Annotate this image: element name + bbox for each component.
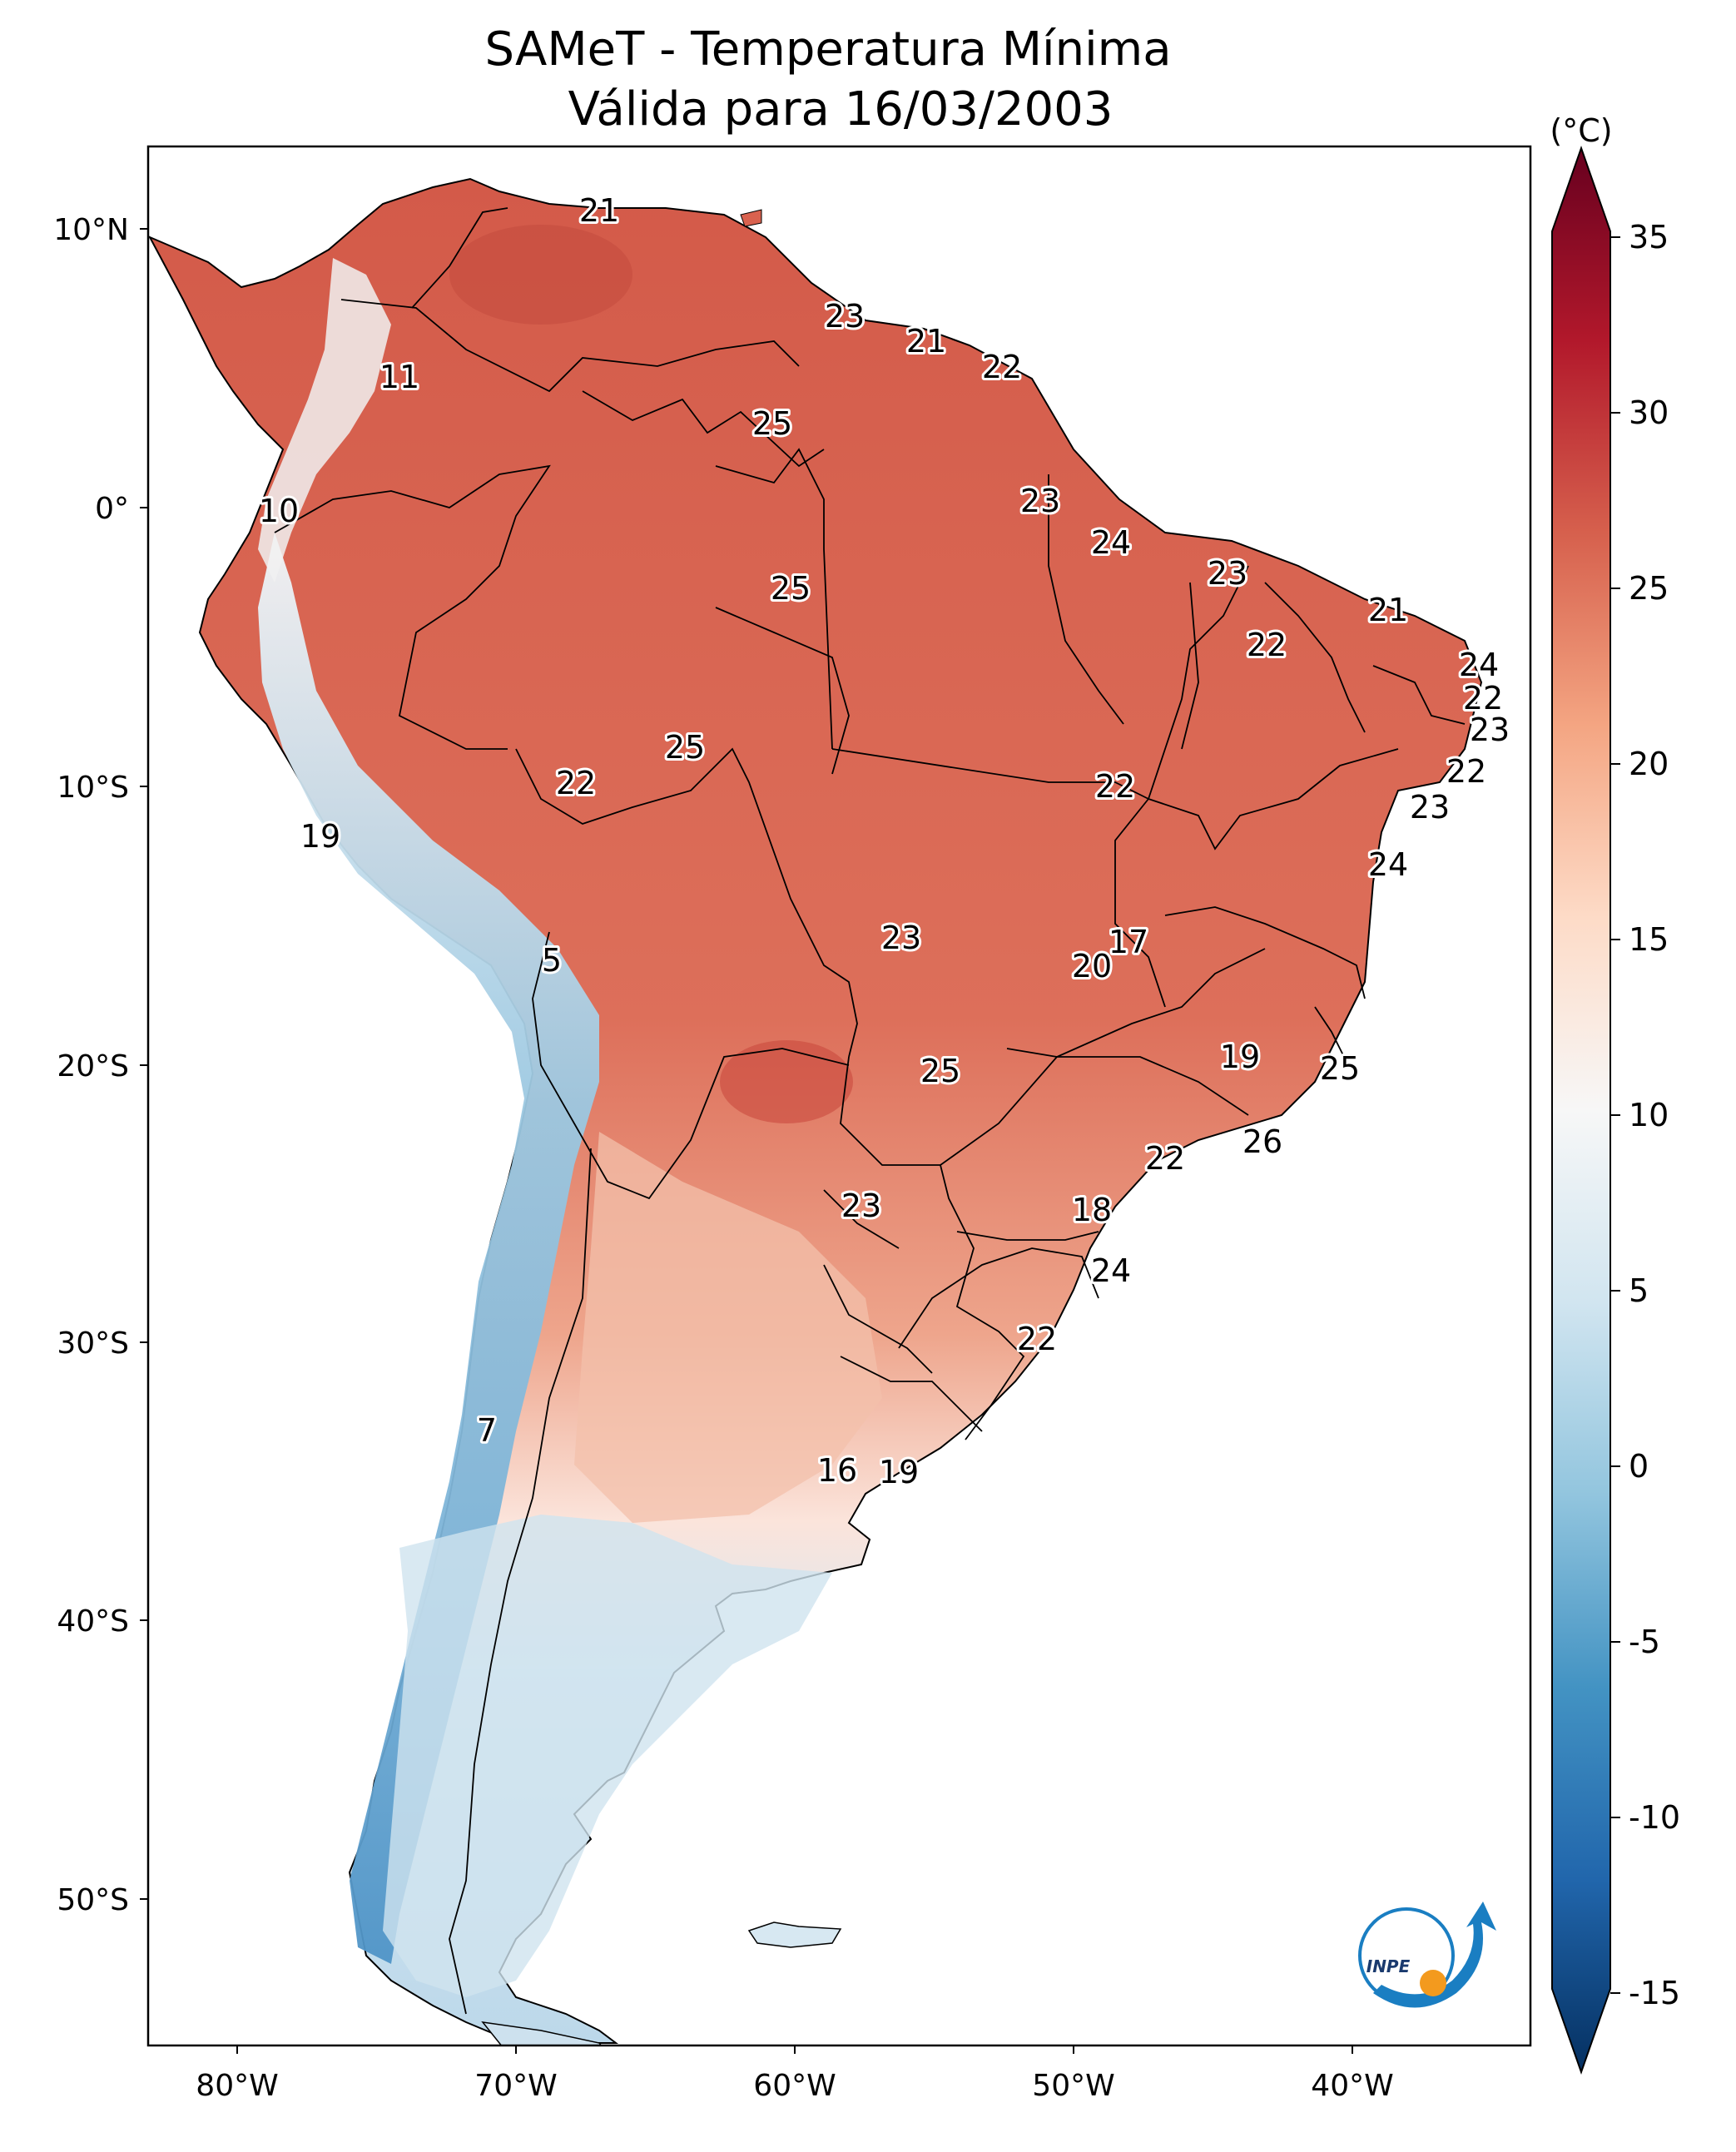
temp-label: 22 <box>1247 627 1287 663</box>
temp-label: 26 <box>1242 1123 1282 1160</box>
temp-label: 20 <box>1072 948 1112 984</box>
plot-frame <box>146 145 1532 2047</box>
temp-label: 23 <box>841 1188 881 1224</box>
temp-label: 25 <box>665 729 705 766</box>
temp-label: 18 <box>1072 1192 1112 1228</box>
temp-label: 24 <box>1091 524 1131 561</box>
colorbar-tick-label: 30 <box>1629 394 1669 431</box>
map-layer <box>148 177 1483 2045</box>
temp-label: 23 <box>1470 712 1510 748</box>
temp-label: 22 <box>1145 1140 1185 1177</box>
warm-spot-chaco <box>720 1040 853 1123</box>
logo-text: INPE <box>1366 1956 1411 1976</box>
temp-label: 22 <box>982 349 1022 385</box>
title-line-2: Válida para 16/03/2003 <box>568 82 1114 136</box>
country-borders <box>274 207 1466 2015</box>
lat-label-20s: 20°S <box>57 1049 129 1083</box>
patagonia-cold-region <box>383 1515 832 1997</box>
temp-label: 22 <box>1446 753 1486 790</box>
temp-label: 22 <box>1463 680 1503 717</box>
colorbar: (°C) 35 30 25 20 15 10 5 0 -5 -10 -15 <box>1550 112 1680 2075</box>
temp-label: 5 <box>542 942 562 979</box>
temp-label: 10 <box>259 493 299 529</box>
lon-ticks <box>236 2045 1353 2054</box>
temperature-labels: 21 23 21 22 11 25 10 23 24 25 23 21 22 2… <box>256 190 1512 1493</box>
temp-label: 25 <box>752 405 792 442</box>
temp-label: 11 <box>379 359 419 395</box>
temp-label: 23 <box>881 920 921 956</box>
temp-label: 19 <box>1220 1039 1260 1075</box>
lon-label-40w: 40°W <box>1311 2069 1393 2103</box>
lat-label-50s: 50°S <box>57 1883 129 1917</box>
colorbar-unit: (°C) <box>1550 112 1612 149</box>
argentina-transition-zone <box>574 1132 882 1523</box>
lon-label-80w: 80°W <box>196 2069 278 2103</box>
inpe-logo: INPE <box>1358 1902 1496 2008</box>
temp-label: 24 <box>1091 1252 1131 1289</box>
temp-label: 22 <box>1095 768 1135 805</box>
temp-label: 19 <box>300 818 340 855</box>
lat-label-10n: 10°N <box>53 213 129 247</box>
northern-andes-cold-band <box>258 258 391 583</box>
colorbar-tick-label: -5 <box>1629 1624 1660 1660</box>
temp-label: 23 <box>1020 483 1060 519</box>
temp-label: 23 <box>825 298 865 335</box>
temp-label: 16 <box>817 1452 857 1489</box>
temp-label: 23 <box>1410 789 1450 826</box>
colorbar-tick-label: -15 <box>1629 1975 1680 2011</box>
colorbar-tick-label: -10 <box>1629 1799 1680 1836</box>
lat-label-40s: 40°S <box>57 1604 129 1639</box>
temp-label: 24 <box>1368 846 1408 883</box>
lat-ticks <box>140 228 148 1900</box>
lon-label-60w: 60°W <box>753 2069 836 2103</box>
temp-label: 22 <box>556 765 596 801</box>
warm-spot-venezuela <box>449 225 632 325</box>
colorbar-tick-label: 15 <box>1629 921 1669 958</box>
colorbar-body <box>1551 145 1611 2075</box>
lat-label-0: 0° <box>95 492 129 526</box>
lon-label-70w: 70°W <box>474 2069 557 2103</box>
colorbar-tick-label: 25 <box>1629 570 1669 607</box>
temp-label: 21 <box>1368 592 1408 628</box>
temp-label: 24 <box>1459 647 1499 683</box>
temp-label: 25 <box>771 570 811 607</box>
tierra-del-fuego <box>481 2021 603 2045</box>
temp-label: 21 <box>579 192 619 229</box>
falkland-islands <box>747 1921 842 1948</box>
temp-label: 21 <box>906 323 946 359</box>
temp-label: 23 <box>1208 555 1247 592</box>
colorbar-tick-label: 10 <box>1629 1097 1669 1133</box>
colorbar-tick-label: 0 <box>1629 1448 1649 1485</box>
colorbar-ticks <box>1610 236 1620 1994</box>
temp-label: 25 <box>1320 1050 1360 1087</box>
title-line-1: SAMeT - Temperatura Mínima <box>484 22 1171 77</box>
temp-label: 7 <box>477 1412 497 1449</box>
temp-label: 25 <box>920 1053 960 1089</box>
lon-label-50w: 50°W <box>1032 2069 1114 2103</box>
logo-arrow-icon <box>1373 1902 1496 2008</box>
lat-label-30s: 30°S <box>57 1326 129 1361</box>
logo-sun-icon <box>1420 1970 1446 1996</box>
colorbar-tick-label: 35 <box>1629 219 1669 255</box>
temp-label: 19 <box>879 1454 919 1490</box>
colorbar-tick-label: 20 <box>1629 746 1669 782</box>
trinidad-island <box>740 209 762 227</box>
temp-label: 22 <box>1017 1321 1057 1357</box>
temp-label: 17 <box>1109 924 1148 960</box>
lat-label-10s: 10°S <box>57 771 129 805</box>
colorbar-tick-label: 5 <box>1629 1272 1649 1309</box>
